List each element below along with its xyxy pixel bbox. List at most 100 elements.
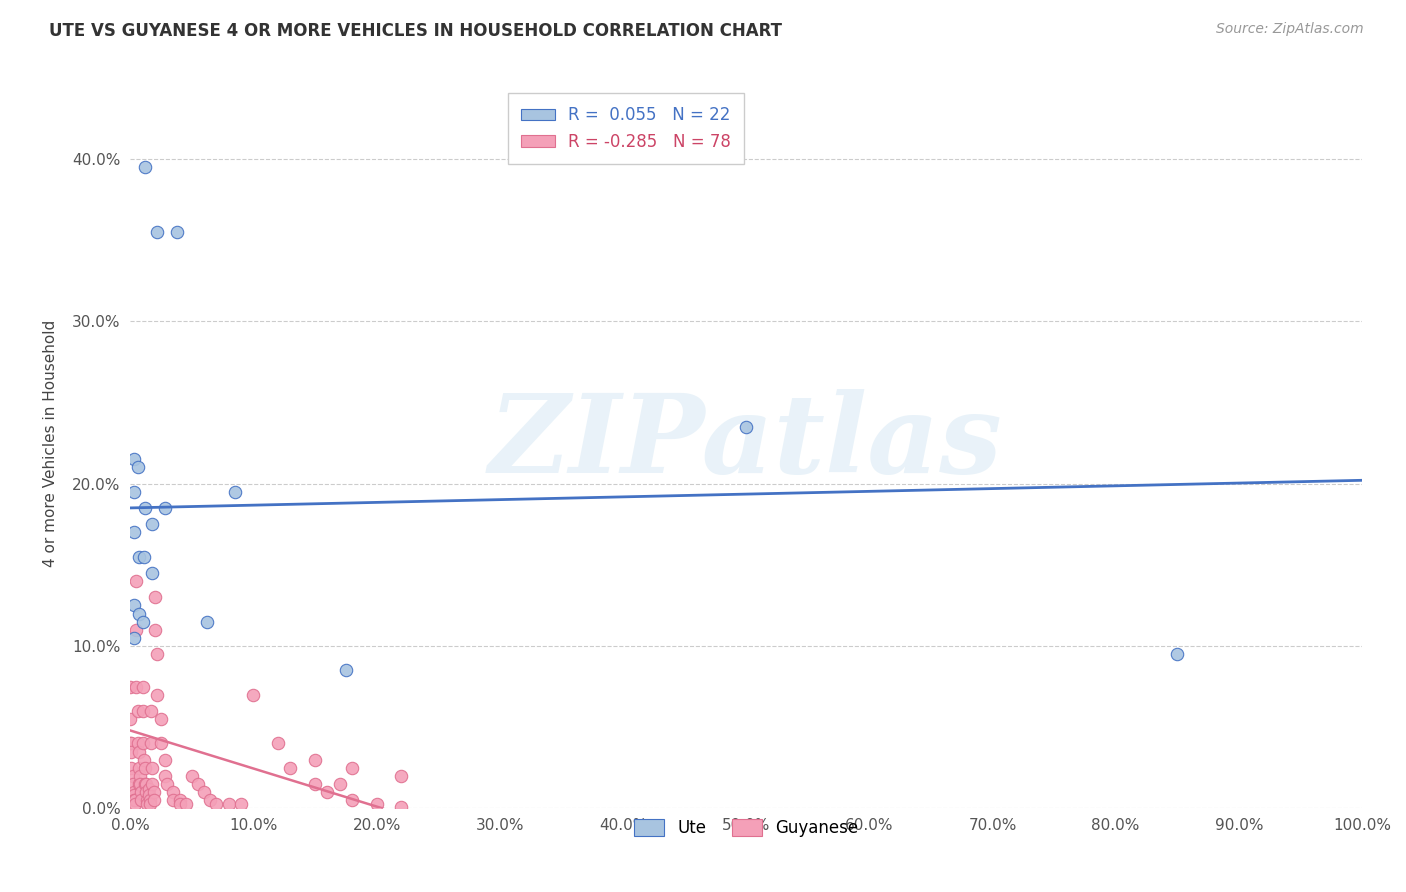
Point <box>389 800 412 814</box>
Point <box>218 797 240 811</box>
Point <box>122 452 145 467</box>
Point <box>142 793 165 807</box>
Point <box>335 664 357 678</box>
Point <box>141 566 163 580</box>
Point <box>129 769 152 783</box>
Point <box>153 753 176 767</box>
Point <box>366 797 388 811</box>
Point <box>166 225 188 239</box>
Point <box>136 797 159 811</box>
Point <box>121 769 143 783</box>
Point <box>389 769 412 783</box>
Point <box>143 623 166 637</box>
Point <box>127 704 149 718</box>
Point <box>340 793 363 807</box>
Point <box>122 789 145 803</box>
Text: UTE VS GUYANESE 4 OR MORE VEHICLES IN HOUSEHOLD CORRELATION CHART: UTE VS GUYANESE 4 OR MORE VEHICLES IN HO… <box>49 22 782 40</box>
Point <box>162 793 184 807</box>
Point <box>131 704 153 718</box>
Point <box>125 623 148 637</box>
Point <box>169 797 191 811</box>
Point <box>180 769 202 783</box>
Point <box>141 736 163 750</box>
Point <box>280 761 302 775</box>
Point <box>135 777 157 791</box>
Point <box>128 607 150 621</box>
Point <box>329 777 352 791</box>
Point <box>125 574 148 588</box>
Point <box>131 680 153 694</box>
Point <box>1166 647 1188 661</box>
Point <box>135 785 157 799</box>
Point <box>131 615 153 629</box>
Point <box>127 736 149 750</box>
Point <box>128 745 150 759</box>
Point <box>121 761 143 775</box>
Point <box>316 785 339 799</box>
Point <box>193 785 215 799</box>
Point <box>121 736 143 750</box>
Text: Source: ZipAtlas.com: Source: ZipAtlas.com <box>1216 22 1364 37</box>
Y-axis label: 4 or more Vehicles in Household: 4 or more Vehicles in Household <box>44 319 58 566</box>
Point <box>143 591 166 605</box>
Point <box>138 781 160 796</box>
Point <box>156 777 179 791</box>
Point <box>242 688 264 702</box>
Point <box>162 785 184 799</box>
Legend: Ute, Guyanese: Ute, Guyanese <box>627 813 865 844</box>
Point <box>340 761 363 775</box>
Point <box>128 549 150 564</box>
Point <box>195 615 218 629</box>
Point <box>122 525 145 540</box>
Point <box>141 704 163 718</box>
Point <box>132 753 155 767</box>
Point <box>122 599 145 613</box>
Point <box>153 769 176 783</box>
Point <box>153 500 176 515</box>
Point <box>136 793 159 807</box>
Point <box>121 745 143 759</box>
Point <box>134 777 156 791</box>
Point <box>304 753 326 767</box>
Point <box>141 761 163 775</box>
Point <box>141 777 163 791</box>
Point <box>128 777 150 791</box>
Point <box>131 785 153 799</box>
Point <box>129 777 152 791</box>
Point <box>131 736 153 750</box>
Point <box>150 712 173 726</box>
Text: ZIPatlas: ZIPatlas <box>489 389 1002 497</box>
Point <box>134 500 156 515</box>
Point <box>138 789 160 803</box>
Point <box>187 777 209 791</box>
Point <box>125 680 148 694</box>
Point <box>205 797 228 811</box>
Point <box>169 793 191 807</box>
Point <box>146 688 169 702</box>
Point <box>132 549 155 564</box>
Point <box>139 797 162 811</box>
Point <box>124 797 146 811</box>
Point <box>120 736 142 750</box>
Point <box>267 736 290 750</box>
Point <box>124 793 146 807</box>
Point <box>134 761 156 775</box>
Point <box>735 419 758 434</box>
Point <box>131 793 153 807</box>
Point <box>134 160 156 174</box>
Point <box>224 484 246 499</box>
Point <box>122 793 145 807</box>
Point <box>120 680 142 694</box>
Point <box>128 761 150 775</box>
Point <box>122 631 145 645</box>
Point <box>122 785 145 799</box>
Point <box>139 793 162 807</box>
Point <box>304 777 326 791</box>
Point <box>127 460 149 475</box>
Point <box>146 225 169 239</box>
Point <box>146 647 169 661</box>
Point <box>229 797 252 811</box>
Point <box>120 712 142 726</box>
Point <box>174 797 197 811</box>
Point <box>121 777 143 791</box>
